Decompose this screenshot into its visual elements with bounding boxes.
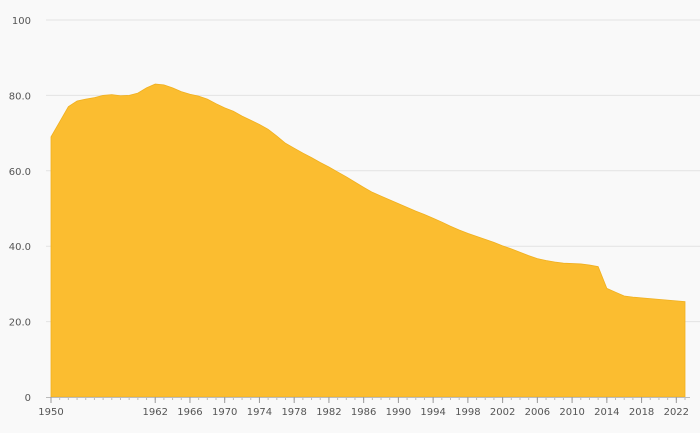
x-tick-label: 2006 [525,407,550,418]
x-tick-label: 1998 [455,407,480,418]
x-tick-label: 2002 [490,407,515,418]
area-fill [50,83,686,398]
y-tick-label: 40.0 [9,242,31,253]
x-tick-label: 2010 [559,407,584,418]
x-tick-label: 1990 [386,407,411,418]
x-tick-label: 1970 [212,407,237,418]
x-tick-label: 1994 [420,407,445,418]
y-tick-label: 60.0 [9,167,31,178]
x-tick-label: 1974 [247,407,272,418]
y-tick-label: 20.0 [9,318,31,329]
axes: 0 20.0 40.0 60.0 80.0 100 1950 1962 1966 1970 1974… [9,16,690,418]
x-tick-label: 1966 [177,407,202,418]
area-series [50,83,686,398]
x-tick-label: 2022 [664,407,689,418]
y-tick-label: 100 [12,16,31,27]
x-tick-label: 1962 [142,407,167,418]
y-tick-label: 0 [25,393,31,404]
x-tick-label: 2018 [629,407,654,418]
x-tick-label: 2014 [594,407,619,418]
x-tick-label: 1978 [281,407,306,418]
x-tick-label: 1986 [351,407,376,418]
y-tick-label: 80.0 [9,91,31,102]
x-tick-label: 1950 [38,407,63,418]
x-tick-label: 1982 [316,407,341,418]
